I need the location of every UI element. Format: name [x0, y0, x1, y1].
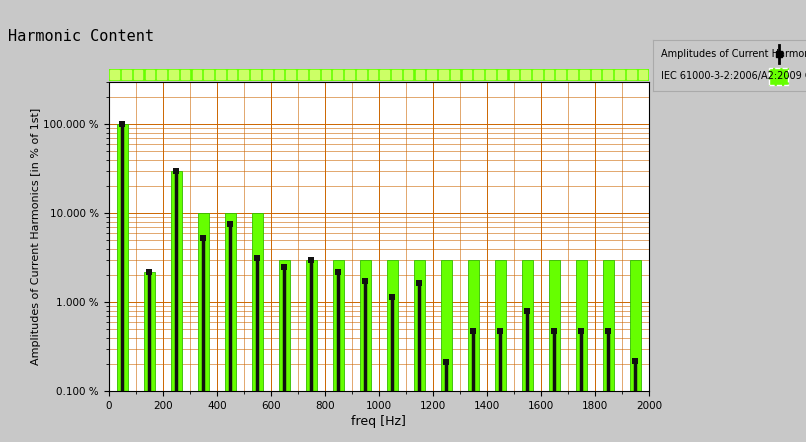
Bar	[146, 70, 154, 80]
Bar	[603, 260, 614, 442]
Text: Amplitudes of Current Harmonics: Amplitudes of Current Harmonics	[661, 49, 806, 59]
Bar	[157, 70, 166, 80]
Bar	[575, 260, 587, 442]
Bar	[413, 260, 425, 442]
Bar	[251, 70, 260, 80]
Text: IEC 61000-3-2:2006/A2:2009 Class C limits: IEC 61000-3-2:2006/A2:2009 Class C limit…	[661, 71, 806, 81]
Bar	[404, 70, 413, 80]
Bar	[509, 70, 518, 80]
X-axis label: freq [Hz]: freq [Hz]	[351, 415, 406, 428]
Text: Harmonic Content: Harmonic Content	[8, 29, 154, 44]
Bar	[263, 70, 272, 80]
Bar	[225, 213, 236, 442]
Bar	[322, 70, 330, 80]
Bar	[568, 70, 577, 80]
Bar	[427, 70, 436, 80]
Bar	[521, 70, 530, 80]
Bar	[556, 70, 565, 80]
Bar	[392, 70, 401, 80]
Bar	[345, 70, 354, 80]
Bar	[204, 70, 213, 80]
Bar	[239, 70, 248, 80]
Bar	[143, 272, 155, 442]
Bar	[629, 260, 641, 442]
Bar	[251, 213, 263, 442]
Bar	[533, 70, 542, 80]
Bar	[387, 260, 398, 442]
Bar	[357, 70, 366, 80]
Bar	[117, 124, 128, 442]
Bar	[368, 70, 377, 80]
Bar	[463, 70, 472, 80]
Bar	[279, 260, 290, 442]
Bar	[359, 260, 371, 442]
Bar	[495, 260, 506, 442]
Bar	[197, 213, 209, 442]
Bar	[549, 260, 560, 442]
Y-axis label: Amplitudes of Current Harmonics [in % of 1st]: Amplitudes of Current Harmonics [in % of…	[31, 108, 40, 365]
Bar	[638, 70, 647, 80]
Bar	[416, 70, 424, 80]
Bar	[193, 70, 202, 80]
Bar	[110, 70, 119, 80]
Bar	[451, 70, 459, 80]
Bar	[216, 70, 225, 80]
Bar	[498, 70, 506, 80]
Bar	[275, 70, 284, 80]
Bar	[286, 70, 295, 80]
Bar	[333, 260, 344, 442]
Bar	[604, 70, 612, 80]
Bar	[441, 260, 452, 442]
Bar	[298, 70, 307, 80]
Bar	[380, 70, 389, 80]
Bar	[134, 70, 143, 80]
Bar	[627, 70, 636, 80]
Bar	[615, 70, 624, 80]
Bar	[467, 260, 479, 442]
Bar	[439, 70, 447, 80]
Bar	[169, 70, 177, 80]
Bar	[474, 70, 483, 80]
Bar	[334, 70, 342, 80]
Bar	[310, 70, 318, 80]
Bar	[580, 70, 588, 80]
Bar	[171, 171, 182, 442]
Bar	[228, 70, 236, 80]
Bar	[486, 70, 495, 80]
Bar	[181, 70, 189, 80]
Bar	[592, 70, 600, 80]
Bar	[521, 260, 533, 442]
Bar	[545, 70, 554, 80]
Bar	[305, 260, 317, 442]
Bar	[122, 70, 131, 80]
